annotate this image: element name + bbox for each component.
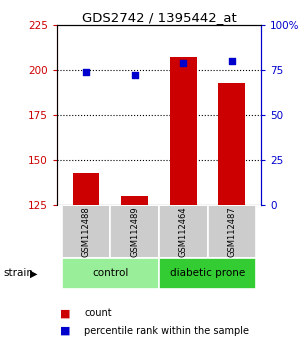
Bar bbox=[218, 82, 245, 205]
Text: strain: strain bbox=[3, 268, 33, 279]
Text: percentile rank within the sample: percentile rank within the sample bbox=[84, 326, 249, 336]
Text: diabetic prone: diabetic prone bbox=[170, 268, 245, 279]
Text: count: count bbox=[84, 308, 112, 318]
Text: GSM112487: GSM112487 bbox=[227, 206, 236, 257]
Bar bbox=[159, 205, 208, 258]
Point bbox=[230, 58, 234, 64]
Bar bbox=[110, 205, 159, 258]
Bar bbox=[159, 258, 256, 289]
Bar bbox=[73, 173, 100, 205]
Bar bbox=[170, 57, 196, 205]
Point bbox=[132, 73, 137, 78]
Text: control: control bbox=[92, 268, 129, 279]
Point bbox=[84, 69, 88, 75]
Text: GSM112489: GSM112489 bbox=[130, 206, 139, 257]
Title: GDS2742 / 1395442_at: GDS2742 / 1395442_at bbox=[82, 11, 236, 24]
Bar bbox=[62, 258, 159, 289]
Text: ■: ■ bbox=[60, 326, 70, 336]
Point bbox=[181, 60, 186, 65]
Bar bbox=[122, 196, 148, 205]
Text: ■: ■ bbox=[60, 308, 70, 318]
Bar bbox=[208, 205, 256, 258]
Text: GSM112488: GSM112488 bbox=[82, 206, 91, 257]
Bar bbox=[62, 205, 110, 258]
Text: GSM112464: GSM112464 bbox=[179, 206, 188, 257]
Text: ▶: ▶ bbox=[30, 268, 38, 279]
